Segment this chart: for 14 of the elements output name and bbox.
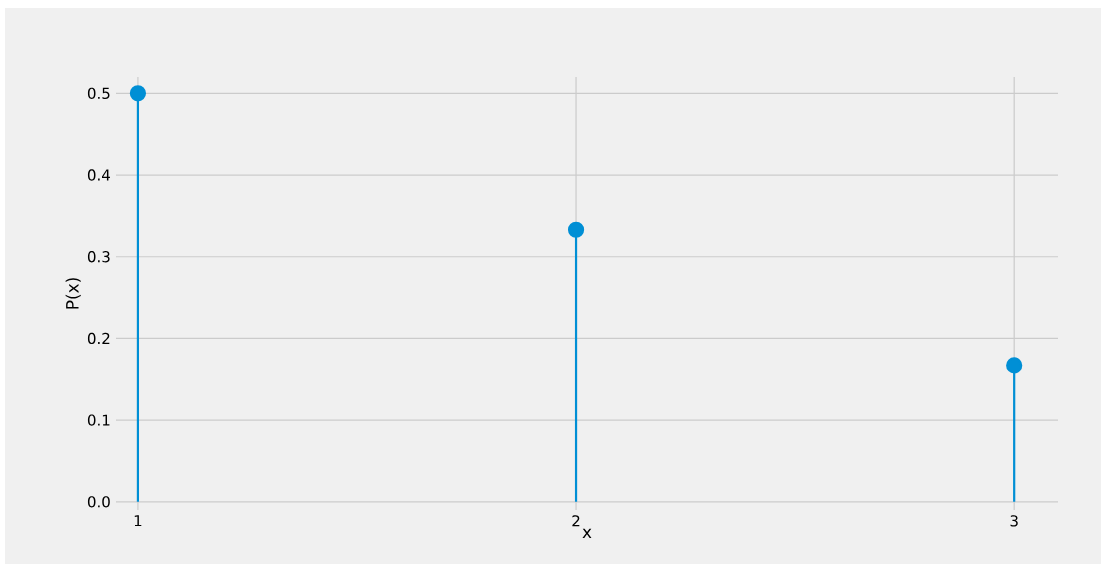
- point: [129, 85, 147, 102]
- y-tick-label: 0.3: [87, 251, 110, 263]
- point: [1006, 357, 1023, 374]
- y-axis-title: P(x): [65, 278, 81, 309]
- y-tick-label: 0.1: [87, 414, 110, 426]
- x-tick-label: 3: [1010, 515, 1018, 527]
- x-tick-label: 2: [572, 515, 580, 527]
- y-tick-label: 0.2: [87, 332, 110, 345]
- x-tick-label: 1: [134, 515, 142, 527]
- y-tick-label: 0.4: [87, 169, 110, 181]
- y-tick-label: 0.5: [87, 87, 110, 100]
- point: [567, 221, 585, 238]
- y-tick-label: 0.0: [87, 496, 110, 508]
- x-axis-title: x: [582, 528, 592, 539]
